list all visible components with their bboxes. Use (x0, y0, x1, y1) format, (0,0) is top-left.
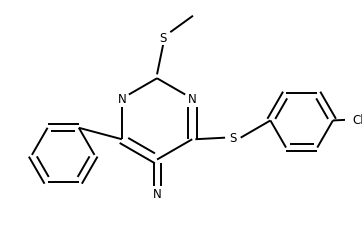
Text: N: N (153, 188, 161, 201)
Text: N: N (117, 93, 126, 106)
Text: Cl: Cl (352, 114, 362, 127)
Text: S: S (160, 32, 167, 45)
Text: S: S (229, 132, 236, 145)
Text: N: N (188, 93, 197, 106)
